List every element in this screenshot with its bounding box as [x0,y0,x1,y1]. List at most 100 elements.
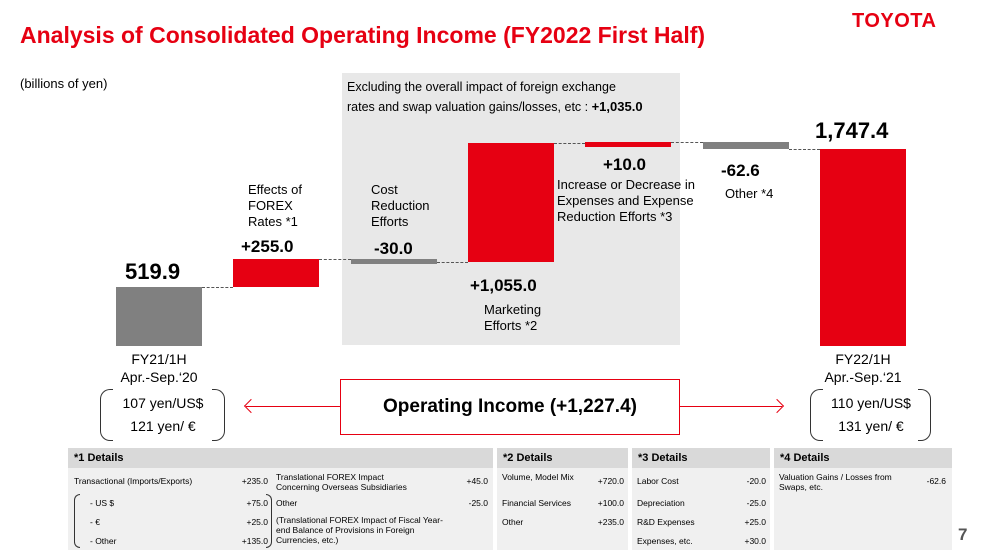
category-label-2: Cost Reduction Efforts [371,182,430,230]
connector-2 [437,262,468,264]
d2-label-2: Other [502,517,524,527]
category-label-4-line-2: Reduction Efforts *3 [557,209,673,224]
toyota-logo: TOYOTA [852,10,937,32]
excluding-panel-text: Excluding the overall impact of foreign … [347,78,677,117]
d1-brace-close [266,494,272,548]
bar-step-4 [585,142,671,148]
value-label-1: +255.0 [241,237,294,256]
d1r-value-1: -25.0 [468,498,488,508]
value-label-2: -30.0 [374,239,413,258]
arrow-left-line [246,406,340,407]
bar-step-3 [468,143,554,263]
value-label-3: +1,055.0 [470,276,537,295]
bar-step-0 [116,287,202,346]
bar-step-5 [703,142,789,150]
d1-label-0: Transactional (Imports/Exports) [74,476,193,486]
arrow-left-head [243,398,259,414]
category-label-1: Effects of FOREX Rates *1 [248,182,302,230]
d1r-label-0: Translational FOREX Impact Concerning Ov… [276,472,407,492]
period-right-line1: FY22/1H [835,351,891,367]
connector-4 [671,142,703,144]
panel-value: +1,035.0 [591,99,643,114]
d1-value-2: +25.0 [246,517,268,527]
period-right-line2: Apr.-Sep.‘21 [824,369,902,385]
panel-line1: Excluding the overall impact of foreign … [347,80,616,94]
details2-body [497,468,628,550]
category-label-3: Marketing Efforts *2 [484,302,541,334]
d1r-label-2: (Translational FOREX Impact of Fiscal Ye… [276,515,443,545]
rate-left-eur: 121 yen/ € [130,418,196,434]
rate-left-usd: 107 yen/US$ [122,395,204,411]
arrow-right-head [769,398,785,414]
d1-label-2: - € [90,517,100,527]
d2-value-2: +235.0 [597,517,624,527]
d4-label-0: Valuation Gains / Losses from Swaps, etc… [779,472,892,492]
bar-step-2 [351,258,437,264]
category-label-1-line-2: Rates *1 [248,214,298,229]
category-label-5-line-0: Other *4 [725,186,774,201]
details4-body [774,468,952,550]
page-title: Analysis of Consolidated Operating Incom… [20,22,706,48]
d3-label-1: Depreciation [637,498,685,508]
page-number: 7 [958,525,968,544]
category-label-4: Increase or Decrease in Expenses and Expe… [557,177,695,225]
rates-left: 107 yen/US$ 121 yen/ € [108,392,218,438]
category-label-1-line-0: Effects of [248,182,302,197]
d3-label-2: R&D Expenses [637,517,695,527]
d1-label-3: - Other [90,536,117,546]
operating-income-box: Operating Income (+1,227.4) [340,379,680,435]
period-left-line2: Apr.-Sep.‘20 [120,369,198,385]
d2-label-0: Volume, Model Mix [502,472,574,482]
arrow-right-line [680,406,782,407]
category-label-1-line-1: FOREX [248,198,293,213]
rate-right-eur: 131 yen/ € [838,418,904,434]
d3-value-3: +30.0 [744,536,766,546]
rate-right-usd: 110 yen/US$ [831,395,911,411]
d1-brace-open [74,494,80,548]
connector-5 [789,149,820,151]
d3-value-2: +25.0 [744,517,766,527]
d3-label-3: Expenses, etc. [637,536,693,546]
connector-0 [202,287,233,289]
panel-line2: rates and swap valuation gains/losses, e… [347,100,589,114]
details1-body [68,468,493,550]
category-label-3-line-0: Marketing [484,302,542,317]
details3-header: *3 Details [632,448,770,468]
value-label-5: -62.6 [721,161,760,180]
d1r-value-0: +45.0 [466,476,488,486]
d1-label-1: - US $ [90,498,115,508]
d3-value-1: -25.0 [746,498,766,508]
category-label-4-line-1: Expenses and Expense [557,193,694,208]
d1-value-3: +135.0 [241,536,268,546]
connector-3 [554,143,585,145]
category-label-5: Other *4 [725,186,773,202]
value-label-4: +10.0 [603,155,647,174]
d3-label-0: Labor Cost [637,476,679,486]
category-label-3-line-1: Efforts *2 [484,318,538,333]
d1r-label-1: Other [276,498,298,508]
connector-1 [319,258,351,260]
period-right: FY22/1H Apr.-Sep.‘21 [808,350,918,386]
d2-value-1: +100.0 [597,498,624,508]
units-label: (billions of yen) [20,76,108,91]
rates-right: 110 yen/US$ 131 yen/ € [816,392,926,438]
d2-label-1: Financial Services [502,498,571,508]
d1-value-0: +235.0 [241,476,268,486]
value-label-6: 1,747.4 [815,118,889,143]
details3-body [632,468,770,550]
details2-header: *2 Details [497,448,628,468]
bar-step-6 [820,149,906,346]
d2-value-0: +720.0 [597,476,624,486]
value-label-0: 519.9 [125,259,181,284]
rates-left-brace-open [100,389,113,441]
rates-right-brace-open [810,389,823,441]
category-label-2-line-0: Cost [371,182,398,197]
d3-value-0: -20.0 [746,476,766,486]
period-left-line1: FY21/1H [131,351,187,367]
details1-header: *1 Details [68,448,493,468]
category-label-2-line-2: Efforts [371,214,409,229]
details4-header: *4 Details [774,448,952,468]
category-label-2-line-1: Reduction [371,198,430,213]
d4-value-0: -62.6 [926,476,946,486]
period-left: FY21/1H Apr.-Sep.‘20 [104,350,214,386]
